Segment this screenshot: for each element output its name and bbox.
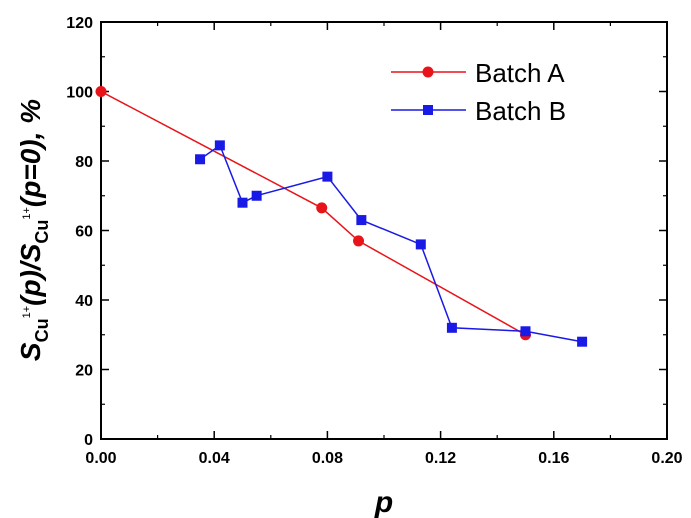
data-point-batch-b — [251, 190, 262, 201]
series-layer — [95, 86, 588, 347]
y-title-mid: (p)/S — [15, 243, 46, 306]
x-tick-label: 0.00 — [85, 450, 116, 467]
data-point-batch-b — [356, 215, 367, 226]
series-line-batch-b — [199, 144, 583, 343]
data-point-batch-b — [446, 322, 457, 333]
y-tick-label: 60 — [75, 224, 93, 241]
legend: Batch A Batch B — [391, 58, 566, 126]
legend-label-batch-b: Batch B — [475, 96, 566, 126]
y-title-sup1: 1+ — [21, 306, 33, 319]
legend-label-batch-a: Batch A — [475, 58, 565, 88]
x-tick-label: 0.12 — [425, 450, 456, 467]
series-line-batch-a — [100, 90, 526, 336]
data-point-batch-b — [214, 140, 225, 151]
data-point-batch-a — [95, 86, 107, 97]
data-point-batch-b — [195, 154, 206, 165]
data-point-batch-b — [415, 239, 426, 250]
x-tick-labels: 0.00 0.04 0.08 0.12 0.16 0.20 — [85, 450, 682, 467]
plot-frame — [100, 21, 668, 440]
y-title-s1: S — [15, 342, 46, 361]
data-point-batch-a — [316, 202, 328, 214]
y-tick-label: 40 — [75, 293, 93, 310]
x-tick-label: 0.08 — [312, 450, 343, 467]
data-point-batch-b — [322, 171, 333, 182]
legend-marker-batch-b — [423, 105, 433, 115]
data-point-batch-b — [237, 197, 248, 208]
y-tick-label: 80 — [75, 154, 93, 171]
x-axis-title: p — [374, 486, 393, 518]
data-point-batch-b — [577, 336, 588, 347]
legend-marker-batch-a — [422, 66, 434, 78]
y-tick-label: 100 — [66, 85, 93, 102]
y-tick-labels: 0 20 40 60 80 100 120 — [66, 15, 93, 449]
x-tick-label: 0.20 — [651, 450, 682, 467]
data-point-batch-b — [520, 326, 531, 337]
x-tick-label: 0.16 — [538, 450, 569, 467]
y-tick-label: 20 — [75, 363, 93, 380]
y-title-sub2: Cu — [32, 220, 52, 244]
data-point-batch-a — [353, 235, 365, 247]
axis-ticks — [100, 21, 668, 440]
y-title-sup2: 1+ — [21, 207, 33, 220]
y-axis-title: SCu1+(p)/SCu1+(p=0), % — [15, 99, 52, 361]
y-tick-label: 0 — [84, 432, 93, 449]
y-tick-label: 120 — [66, 15, 93, 32]
y-title-sub1: Cu — [32, 318, 52, 342]
x-tick-label: 0.04 — [199, 450, 230, 467]
y-title-end: (p=0), % — [15, 99, 46, 207]
